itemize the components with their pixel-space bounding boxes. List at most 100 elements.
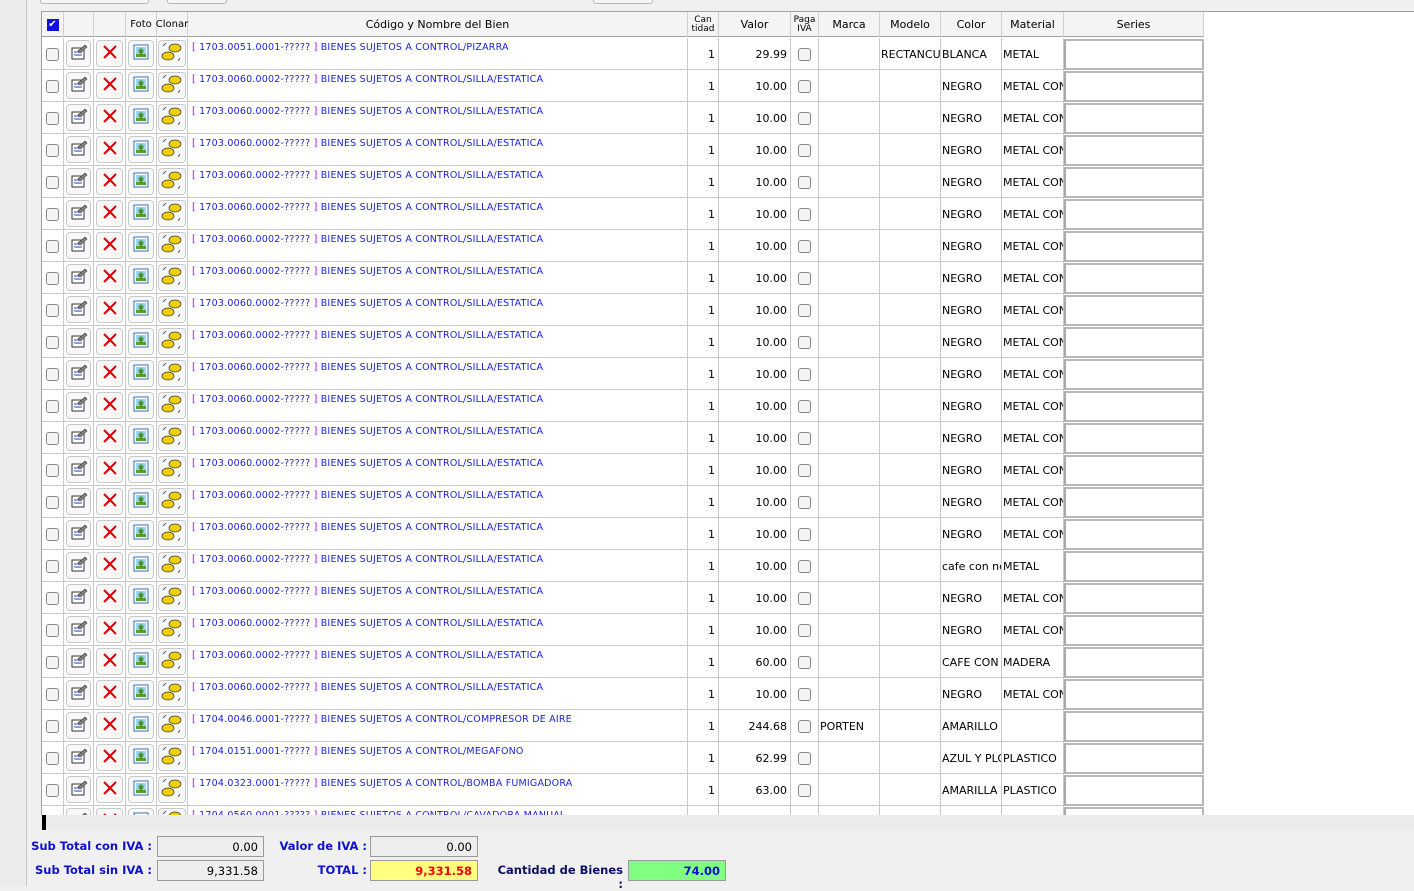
row-checkbox[interactable]	[46, 336, 59, 349]
series-input[interactable]	[1064, 231, 1204, 262]
foto-button[interactable]	[128, 200, 154, 227]
series-input[interactable]	[1064, 615, 1204, 646]
delete-button[interactable]	[96, 424, 123, 451]
item-code-name[interactable]: [ 1703.0060.0002-????? ] BIENES SUJETOS …	[188, 422, 688, 454]
row-checkbox[interactable]	[46, 112, 59, 125]
delete-button[interactable]	[96, 200, 123, 227]
delete-button[interactable]	[96, 488, 123, 515]
delete-button[interactable]	[96, 744, 123, 771]
series-input[interactable]	[1064, 327, 1204, 358]
delete-button[interactable]	[96, 680, 123, 707]
paga-iva-checkbox[interactable]	[798, 656, 811, 669]
series-input[interactable]	[1064, 487, 1204, 518]
clonar-button[interactable]	[158, 648, 186, 675]
foto-button[interactable]	[128, 456, 154, 483]
edit-button[interactable]	[66, 296, 91, 323]
series-input[interactable]	[1064, 199, 1204, 230]
clonar-button[interactable]	[158, 680, 186, 707]
row-checkbox[interactable]	[46, 400, 59, 413]
series-input[interactable]	[1064, 71, 1204, 102]
foto-button[interactable]	[128, 264, 154, 291]
foto-button[interactable]	[128, 360, 154, 387]
paga-iva-checkbox[interactable]	[798, 496, 811, 509]
paga-iva-checkbox[interactable]	[798, 624, 811, 637]
series-input[interactable]	[1064, 775, 1204, 806]
edit-button[interactable]	[66, 712, 91, 739]
clonar-button[interactable]	[158, 264, 186, 291]
row-checkbox[interactable]	[46, 784, 59, 797]
edit-button[interactable]	[66, 808, 91, 815]
delete-button[interactable]	[96, 456, 123, 483]
clonar-button[interactable]	[158, 296, 186, 323]
clonar-button[interactable]	[158, 104, 186, 131]
clonar-button[interactable]	[158, 328, 186, 355]
scrollbar-thumb[interactable]	[42, 815, 46, 830]
series-input[interactable]	[1064, 583, 1204, 614]
paga-iva-checkbox[interactable]	[798, 48, 811, 61]
clonar-button[interactable]	[158, 776, 186, 803]
series-input[interactable]	[1064, 167, 1204, 198]
item-code-name[interactable]: [ 1703.0060.0002-????? ] BIENES SUJETOS …	[188, 70, 688, 102]
clonar-button[interactable]	[158, 136, 186, 163]
edit-button[interactable]	[66, 552, 91, 579]
edit-button[interactable]	[66, 776, 91, 803]
series-input[interactable]	[1064, 807, 1204, 815]
delete-button[interactable]	[96, 808, 123, 815]
foto-button[interactable]	[128, 616, 154, 643]
item-code-name[interactable]: [ 1703.0060.0002-????? ] BIENES SUJETOS …	[188, 102, 688, 134]
clonar-button[interactable]	[158, 520, 186, 547]
item-code-name[interactable]: [ 1703.0060.0002-????? ] BIENES SUJETOS …	[188, 230, 688, 262]
paga-iva-checkbox[interactable]	[798, 336, 811, 349]
delete-button[interactable]	[96, 616, 123, 643]
row-checkbox[interactable]	[46, 720, 59, 733]
clonar-button[interactable]	[158, 200, 186, 227]
paga-iva-checkbox[interactable]	[798, 176, 811, 189]
row-checkbox[interactable]	[46, 48, 59, 61]
paga-iva-checkbox[interactable]	[798, 304, 811, 317]
delete-button[interactable]	[96, 264, 123, 291]
clonar-button[interactable]	[158, 712, 186, 739]
paga-iva-checkbox[interactable]	[798, 464, 811, 477]
foto-button[interactable]	[128, 488, 154, 515]
edit-button[interactable]	[66, 264, 91, 291]
series-input[interactable]	[1064, 455, 1204, 486]
clonar-button[interactable]	[158, 424, 186, 451]
foto-button[interactable]	[128, 808, 154, 815]
foto-button[interactable]	[128, 424, 154, 451]
series-input[interactable]	[1064, 519, 1204, 550]
paga-iva-checkbox[interactable]	[798, 432, 811, 445]
edit-button[interactable]	[66, 104, 91, 131]
item-code-name[interactable]: [ 1703.0060.0002-????? ] BIENES SUJETOS …	[188, 678, 688, 710]
foto-button[interactable]	[128, 648, 154, 675]
row-checkbox[interactable]	[46, 656, 59, 669]
series-input[interactable]	[1064, 711, 1204, 742]
edit-button[interactable]	[66, 424, 91, 451]
delete-button[interactable]	[96, 168, 123, 195]
paga-iva-checkbox[interactable]	[798, 368, 811, 381]
clonar-button[interactable]	[158, 168, 186, 195]
clonar-button[interactable]	[158, 744, 186, 771]
edit-button[interactable]	[66, 520, 91, 547]
item-code-name[interactable]: [ 1703.0060.0002-????? ] BIENES SUJETOS …	[188, 134, 688, 166]
edit-button[interactable]	[66, 680, 91, 707]
foto-button[interactable]	[128, 744, 154, 771]
item-code-name[interactable]: [ 1703.0060.0002-????? ] BIENES SUJETOS …	[188, 486, 688, 518]
edit-button[interactable]	[66, 328, 91, 355]
item-code-name[interactable]: [ 1703.0060.0002-????? ] BIENES SUJETOS …	[188, 550, 688, 582]
edit-button[interactable]	[66, 616, 91, 643]
toolbar-button[interactable]	[40, 0, 149, 4]
row-checkbox[interactable]	[46, 176, 59, 189]
row-checkbox[interactable]	[46, 688, 59, 701]
item-code-name[interactable]: [ 1703.0060.0002-????? ] BIENES SUJETOS …	[188, 358, 688, 390]
edit-button[interactable]	[66, 648, 91, 675]
clonar-button[interactable]	[158, 360, 186, 387]
foto-button[interactable]	[128, 392, 154, 419]
paga-iva-checkbox[interactable]	[798, 560, 811, 573]
item-code-name[interactable]: [ 1704.0323.0001-????? ] BIENES SUJETOS …	[188, 774, 688, 806]
row-checkbox[interactable]	[46, 240, 59, 253]
clonar-button[interactable]	[158, 616, 186, 643]
paga-iva-checkbox[interactable]	[798, 112, 811, 125]
paga-iva-checkbox[interactable]	[798, 400, 811, 413]
delete-button[interactable]	[96, 392, 123, 419]
edit-button[interactable]	[66, 40, 91, 67]
